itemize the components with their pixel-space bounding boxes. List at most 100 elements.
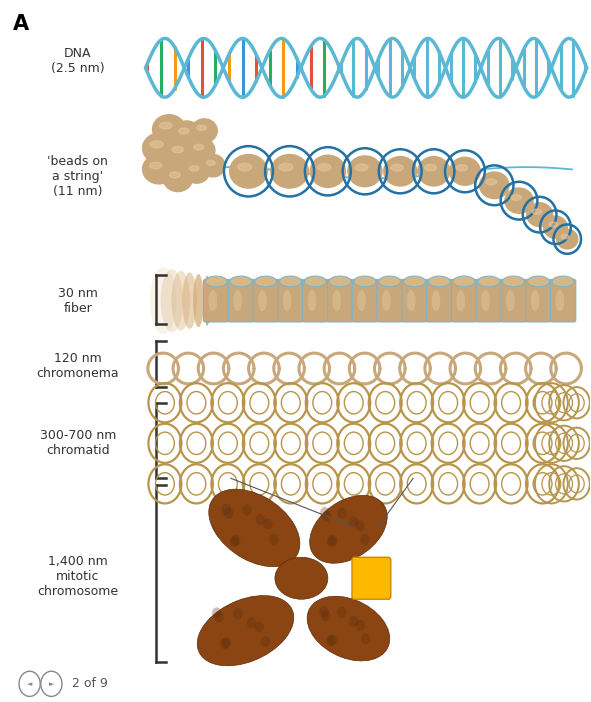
Ellipse shape [171, 271, 190, 331]
Text: DNA
(2.5 nm): DNA (2.5 nm) [51, 47, 105, 75]
FancyBboxPatch shape [402, 279, 427, 322]
FancyBboxPatch shape [327, 279, 353, 322]
Ellipse shape [418, 157, 450, 186]
FancyBboxPatch shape [203, 279, 229, 322]
FancyBboxPatch shape [476, 279, 501, 322]
Ellipse shape [379, 276, 401, 287]
Ellipse shape [503, 276, 524, 287]
Text: 2 of 9: 2 of 9 [72, 677, 108, 690]
Ellipse shape [255, 276, 277, 287]
Ellipse shape [557, 230, 578, 249]
Circle shape [220, 638, 229, 649]
Text: 'beads on
a string'
(11 nm): 'beads on a string' (11 nm) [47, 154, 108, 198]
Circle shape [349, 616, 358, 627]
Ellipse shape [431, 290, 440, 311]
Ellipse shape [357, 290, 366, 311]
Circle shape [337, 508, 347, 519]
Ellipse shape [332, 290, 341, 311]
Ellipse shape [531, 290, 540, 311]
Ellipse shape [548, 222, 557, 227]
Circle shape [319, 607, 329, 618]
Ellipse shape [271, 154, 309, 188]
FancyBboxPatch shape [377, 279, 402, 322]
Ellipse shape [481, 290, 490, 311]
Ellipse shape [505, 188, 533, 213]
Ellipse shape [528, 276, 549, 287]
Ellipse shape [204, 276, 210, 326]
FancyBboxPatch shape [452, 279, 476, 322]
FancyBboxPatch shape [526, 279, 551, 322]
Ellipse shape [160, 122, 172, 129]
Ellipse shape [355, 164, 368, 171]
Ellipse shape [561, 234, 569, 239]
Text: 120 nm
chromonema: 120 nm chromonema [37, 352, 119, 380]
Ellipse shape [258, 290, 267, 311]
Ellipse shape [188, 138, 215, 163]
Circle shape [247, 617, 256, 628]
Ellipse shape [173, 121, 201, 147]
FancyBboxPatch shape [352, 557, 391, 600]
Ellipse shape [165, 139, 196, 167]
Circle shape [215, 611, 223, 623]
Ellipse shape [191, 119, 217, 143]
Circle shape [229, 536, 239, 547]
Circle shape [327, 536, 336, 547]
Ellipse shape [384, 157, 417, 186]
Ellipse shape [450, 157, 480, 185]
FancyBboxPatch shape [550, 279, 576, 322]
Ellipse shape [189, 166, 199, 171]
Ellipse shape [172, 147, 183, 153]
Circle shape [224, 508, 233, 519]
Circle shape [231, 535, 241, 546]
Circle shape [233, 608, 243, 619]
Ellipse shape [184, 159, 210, 183]
Circle shape [326, 635, 336, 647]
Ellipse shape [391, 164, 403, 171]
Circle shape [361, 633, 370, 644]
Circle shape [349, 516, 358, 527]
Ellipse shape [307, 596, 389, 661]
Ellipse shape [142, 154, 176, 184]
Ellipse shape [480, 172, 509, 199]
Ellipse shape [230, 154, 267, 188]
Circle shape [212, 607, 222, 618]
Ellipse shape [280, 276, 301, 287]
Circle shape [320, 507, 329, 518]
FancyBboxPatch shape [253, 279, 278, 322]
Ellipse shape [382, 290, 391, 311]
Ellipse shape [209, 290, 217, 311]
Ellipse shape [142, 133, 178, 164]
Ellipse shape [197, 595, 294, 665]
Ellipse shape [424, 164, 437, 171]
Ellipse shape [348, 156, 382, 187]
Text: 1,400 nm
mitotic
chromosome: 1,400 nm mitotic chromosome [37, 555, 118, 597]
Ellipse shape [233, 290, 242, 311]
Text: 300-700 nm
chromatid: 300-700 nm chromatid [40, 430, 116, 457]
Circle shape [322, 510, 332, 522]
Ellipse shape [150, 162, 162, 169]
Ellipse shape [556, 290, 564, 311]
Text: ►: ► [48, 681, 54, 687]
Ellipse shape [310, 496, 387, 563]
Ellipse shape [308, 290, 316, 311]
Ellipse shape [532, 209, 542, 214]
Ellipse shape [150, 267, 176, 334]
Ellipse shape [544, 216, 567, 239]
Circle shape [356, 619, 365, 630]
Circle shape [263, 518, 272, 529]
Ellipse shape [456, 290, 465, 311]
Ellipse shape [275, 557, 328, 600]
FancyBboxPatch shape [228, 279, 254, 322]
Circle shape [222, 503, 231, 515]
Ellipse shape [486, 179, 497, 185]
Circle shape [327, 635, 337, 645]
Ellipse shape [178, 128, 189, 134]
Ellipse shape [552, 276, 574, 287]
Ellipse shape [193, 274, 204, 327]
Ellipse shape [205, 276, 227, 287]
Circle shape [269, 534, 278, 545]
Ellipse shape [506, 290, 515, 311]
Text: 30 nm
fiber: 30 nm fiber [58, 286, 98, 314]
Ellipse shape [161, 269, 183, 332]
Ellipse shape [310, 155, 346, 187]
